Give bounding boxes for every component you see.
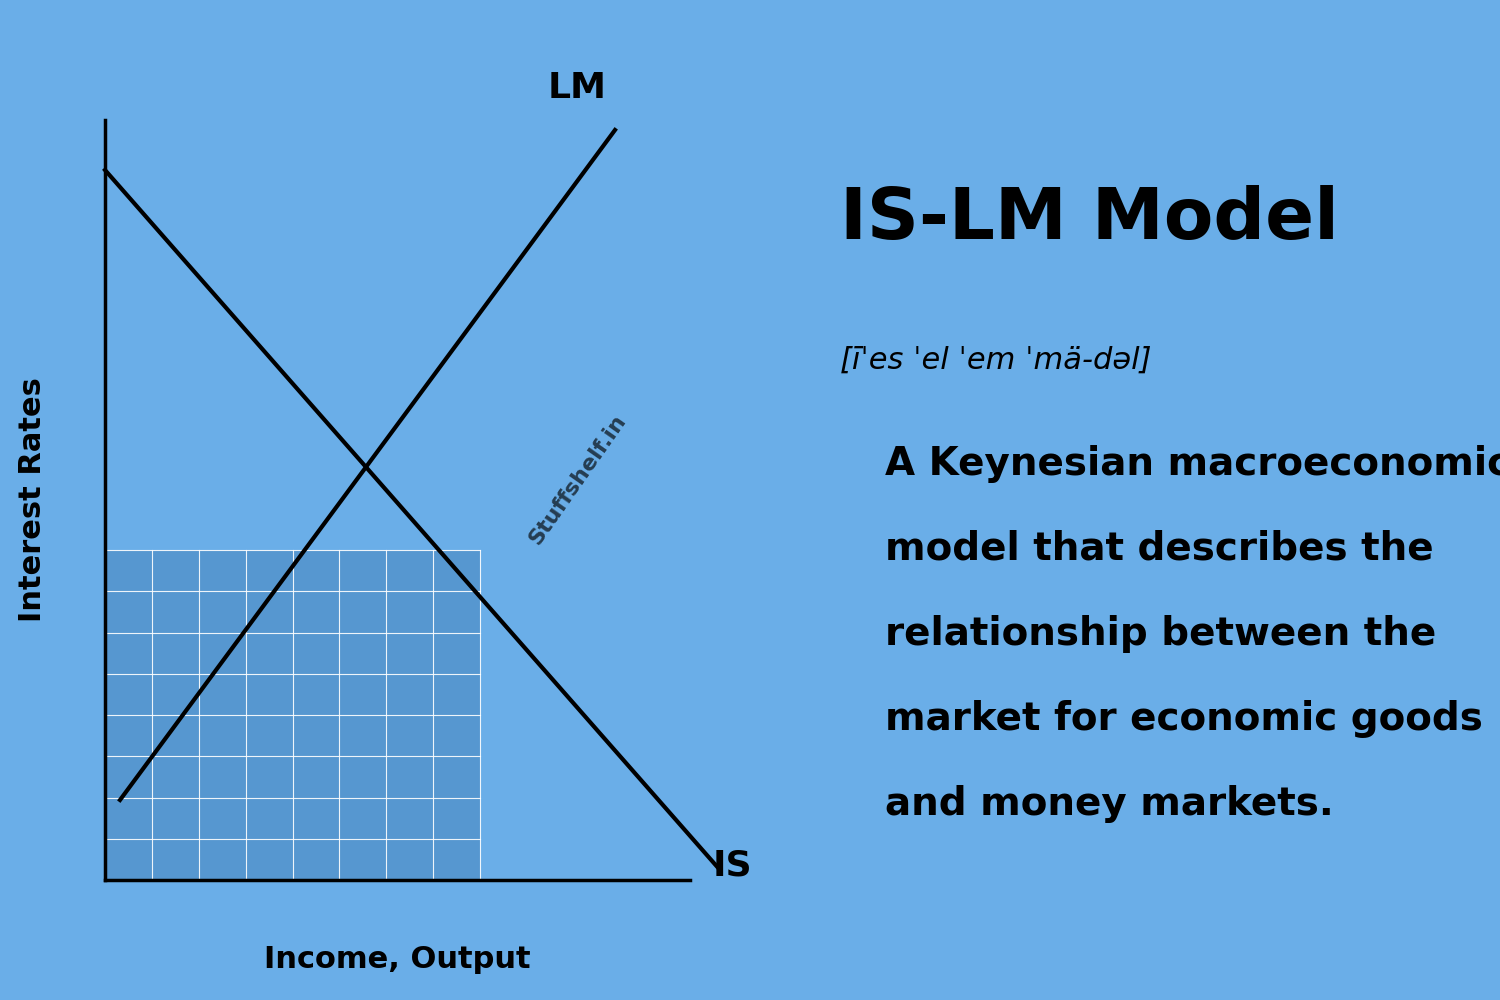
Text: IS: IS xyxy=(712,848,752,882)
Bar xyxy=(105,550,480,880)
Text: market for economic goods: market for economic goods xyxy=(885,700,1484,738)
Text: [īˈes ˈel ˈem ˈmä-dəl]: [īˈes ˈel ˈem ˈmä-dəl] xyxy=(840,346,1152,374)
Text: LM: LM xyxy=(548,71,608,105)
Text: Interest Rates: Interest Rates xyxy=(18,378,48,622)
Text: A Keynesian macroeconomic: A Keynesian macroeconomic xyxy=(885,445,1500,483)
Text: IS-LM Model: IS-LM Model xyxy=(840,186,1340,254)
Text: Income, Output: Income, Output xyxy=(264,946,531,974)
Text: relationship between the: relationship between the xyxy=(885,615,1437,653)
Text: and money markets.: and money markets. xyxy=(885,785,1334,823)
Text: model that describes the: model that describes the xyxy=(885,530,1434,568)
Text: Stuffshelf.in: Stuffshelf.in xyxy=(525,411,630,549)
